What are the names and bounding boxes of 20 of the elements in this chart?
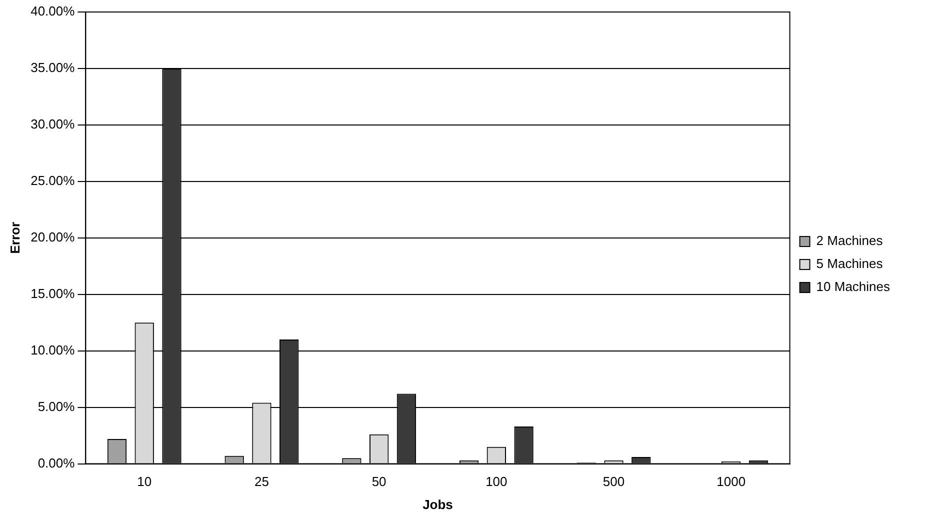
x-tick-label: 10 xyxy=(137,474,152,490)
y-tick-label: 0.00% xyxy=(38,455,76,470)
legend-label: 5 Machines xyxy=(816,256,884,272)
x-tick-label: 50 xyxy=(372,474,386,490)
y-tick-label: 5.00% xyxy=(38,398,76,414)
y-tick-label: 40.00% xyxy=(30,4,76,19)
y-tick-label: 15.00% xyxy=(30,286,76,301)
x-tick-label: 1000 xyxy=(716,474,746,490)
y-tick-label: 35.00% xyxy=(30,60,76,76)
x-tick-label: 100 xyxy=(486,474,508,490)
legend-label: 10 Machines xyxy=(816,279,890,294)
x-tick-label: 500 xyxy=(602,474,625,490)
x-tick-label: 25 xyxy=(254,474,269,490)
y-tick-label: 30.00% xyxy=(30,116,76,132)
y-tick-label: 25.00% xyxy=(30,173,76,188)
legend-label: 2 Machines xyxy=(816,233,884,248)
y-tick-label: 10.00% xyxy=(30,342,76,358)
y-axis-title: Error xyxy=(7,222,22,254)
y-tick-label: 20.00% xyxy=(30,229,76,244)
x-axis-title: Jobs xyxy=(422,496,453,512)
